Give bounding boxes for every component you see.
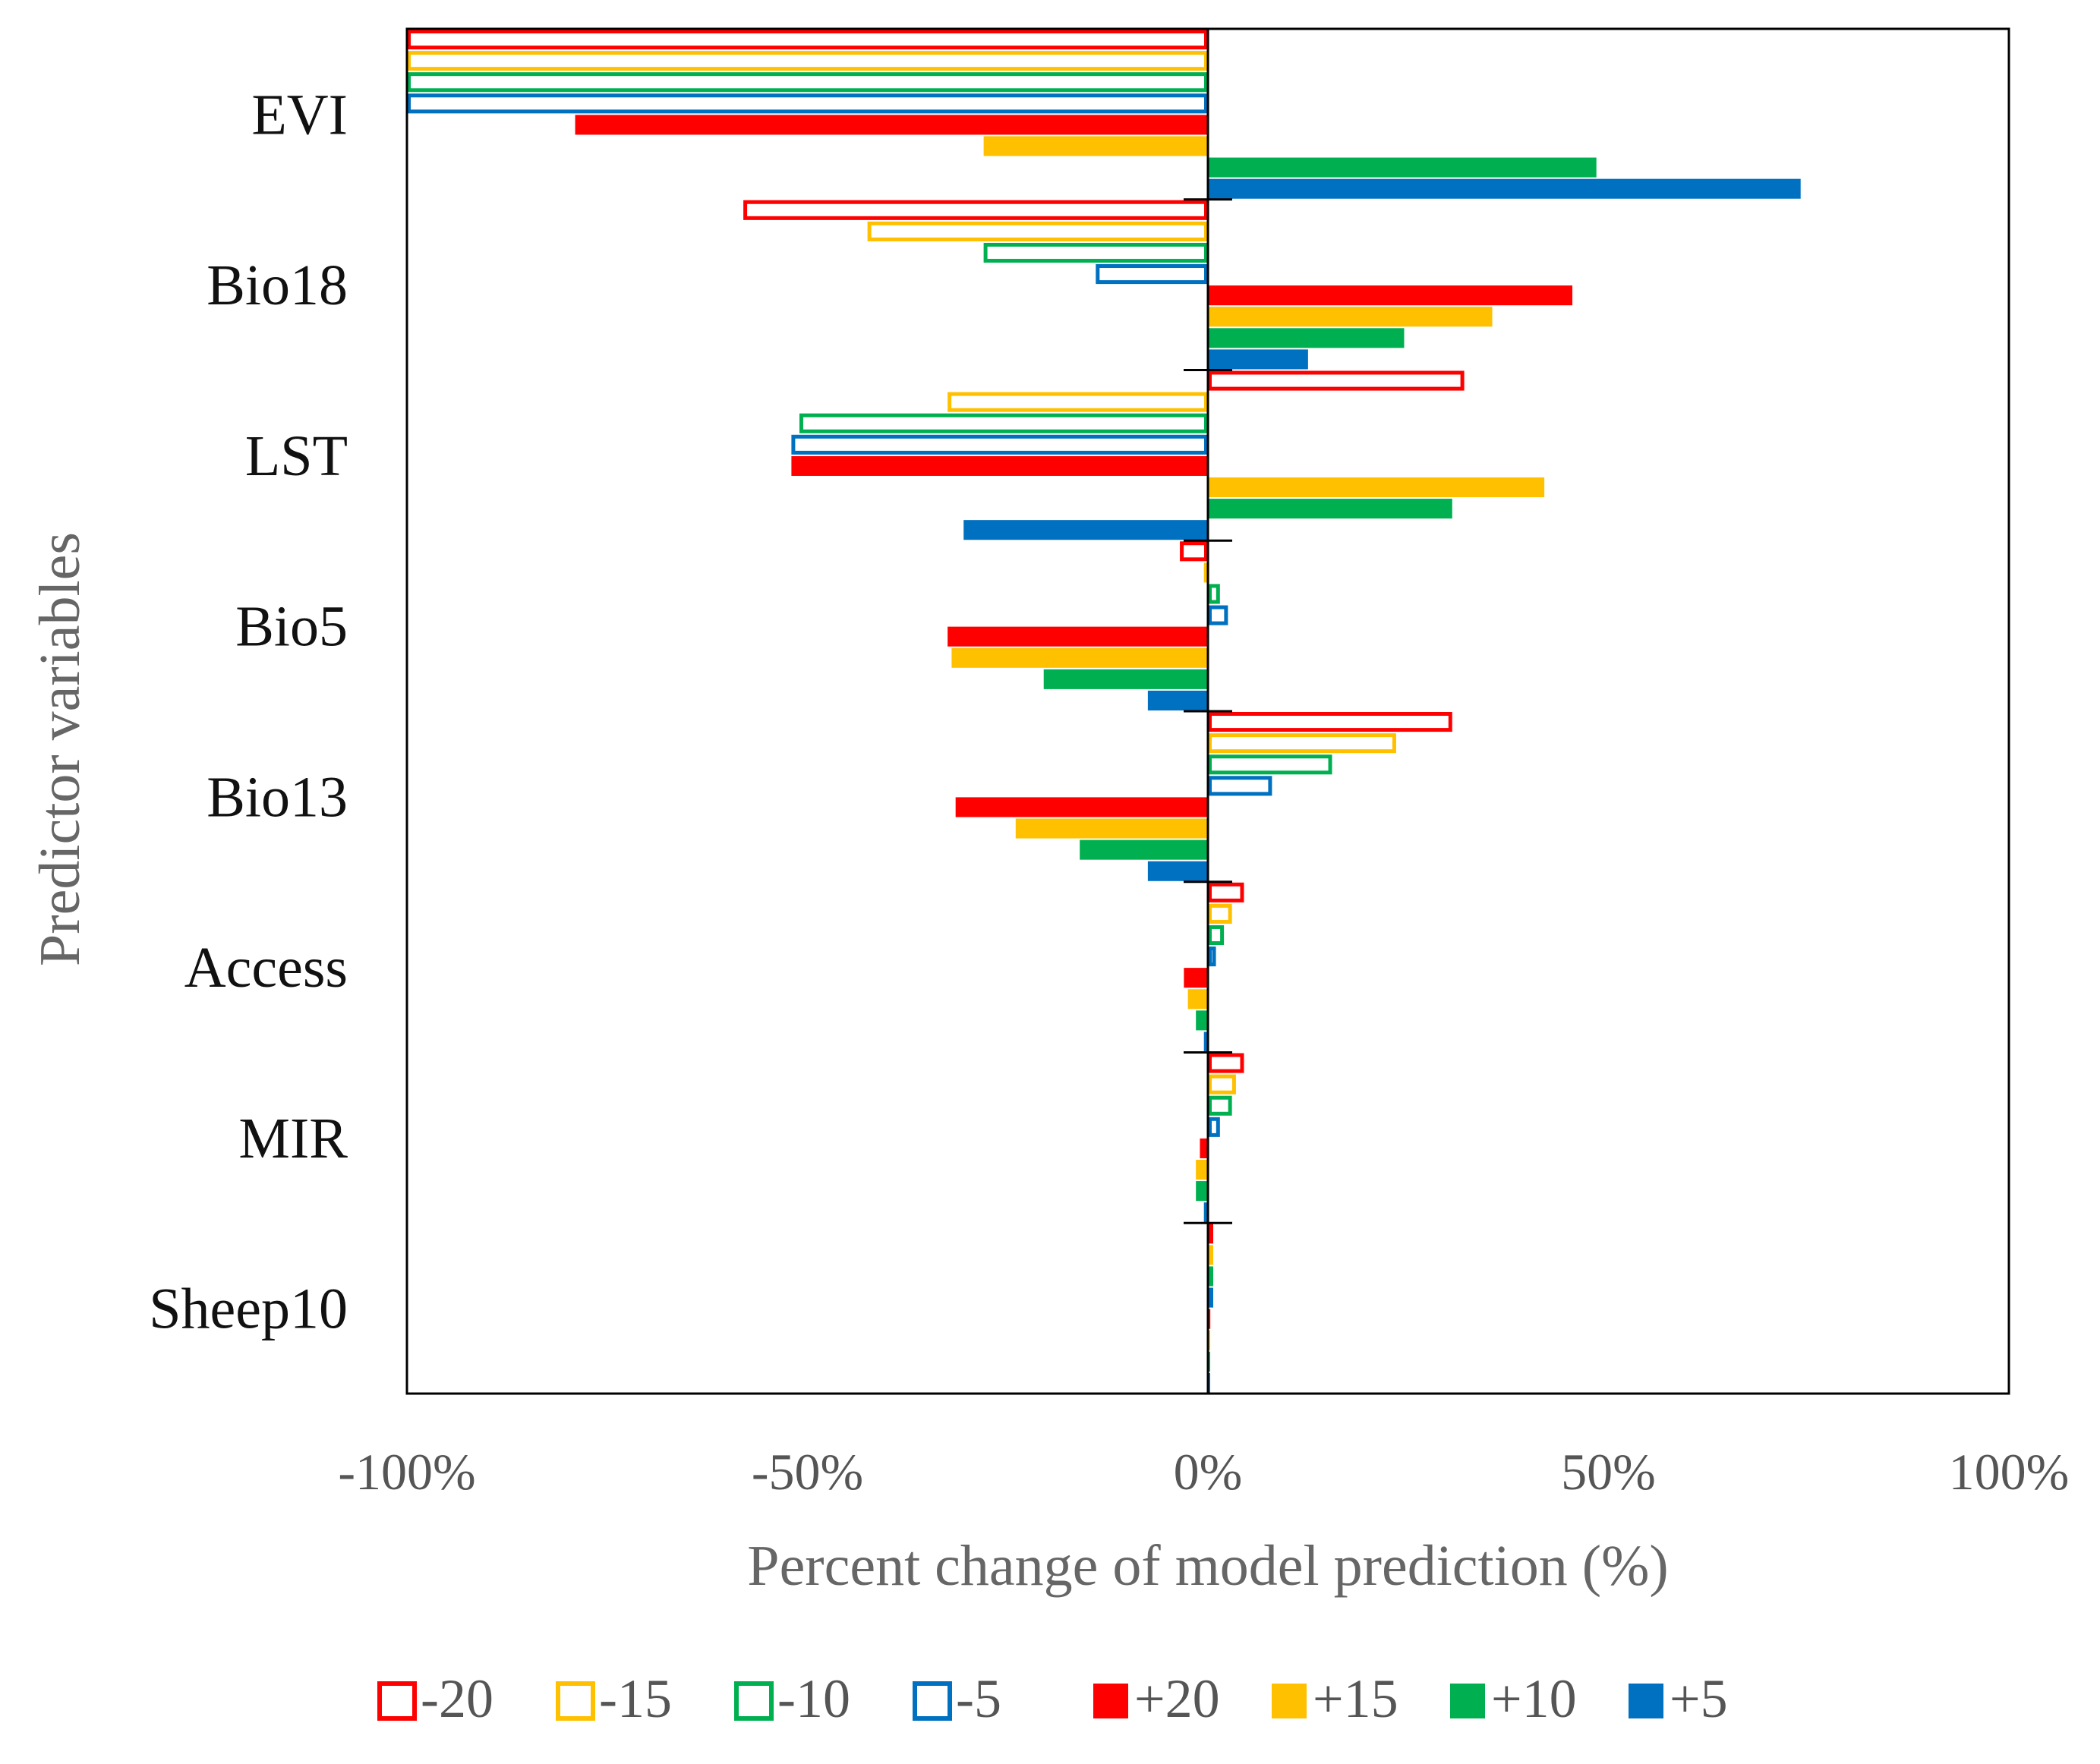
bar-mir-minus5 [1208, 1117, 1220, 1137]
bar-evi-plus10 [1208, 157, 1597, 178]
legend-swatch-minus15 [556, 1681, 595, 1721]
category-label-bio13: Bio13 [207, 765, 348, 829]
bar-bio18-minus20 [743, 200, 1208, 220]
category-label-mir: MIR [238, 1107, 348, 1170]
x-axis-title: Percent change of model prediction (%) [747, 1534, 1668, 1598]
bar-lst-plus20 [791, 455, 1208, 476]
bar-lst-minus5 [791, 434, 1208, 455]
bar-evi-minus15 [407, 51, 1208, 71]
bar-sheep10-plus20 [1208, 1309, 1211, 1329]
bar-evi-minus5 [407, 93, 1208, 114]
bar-bio18-minus5 [1096, 264, 1209, 285]
bar-bio13-plus15 [1015, 818, 1208, 839]
bar-bio5-plus10 [1043, 669, 1208, 689]
bar-evi-plus15 [983, 136, 1208, 156]
bar-bio13-plus5 [1147, 861, 1208, 881]
bar-evi-minus20 [407, 30, 1208, 50]
bar-bio18-plus5 [1208, 349, 1308, 370]
axes: EVI Bio18 LST Bio5 Bio13 Access MIR Sheep10 -100… [149, 27, 2070, 1501]
bar-bio13-plus20 [955, 797, 1208, 817]
bar-mir-plus20 [1200, 1138, 1208, 1158]
legend-swatch-plus5 [1629, 1684, 1663, 1718]
bar-lst-plus15 [1208, 477, 1545, 498]
bar-bio13-plus10 [1080, 839, 1208, 860]
bar-mir-minus15 [1208, 1074, 1236, 1095]
legend-swatch-plus15 [1272, 1684, 1307, 1718]
legend-swatch-minus10 [734, 1681, 774, 1721]
bar-bio5-plus20 [948, 626, 1208, 647]
bar-bio18-minus15 [867, 221, 1208, 241]
legend-label-plus15: +15 [1313, 1668, 1398, 1729]
bar-lst-plus5 [963, 520, 1208, 540]
bar-bio5-plus15 [951, 647, 1208, 668]
bar-bio13-minus5 [1208, 776, 1272, 796]
legend-swatch-minus20 [377, 1681, 417, 1721]
bar-lst-plus10 [1208, 499, 1452, 519]
x-tick-label: -100% [338, 1443, 475, 1501]
bar-mir-minus10 [1208, 1095, 1232, 1116]
legend: -20 -15 -10 -5 +20 +15 +10 +5 [377, 1668, 1728, 1729]
bar-bio5-minus20 [1180, 541, 1208, 562]
bar-mir-plus5 [1203, 1202, 1208, 1223]
bar-access-plus10 [1196, 1010, 1208, 1031]
bar-sheep10-minus20 [1208, 1224, 1213, 1244]
bar-mir-plus15 [1196, 1159, 1208, 1180]
x-tick-label: 50% [1561, 1443, 1656, 1501]
category-label-lst: LST [245, 424, 348, 488]
x-tick-label: 100% [1949, 1443, 2070, 1501]
bar-access-plus20 [1184, 968, 1208, 988]
legend-swatch-minus5 [913, 1681, 952, 1721]
category-label-bio5: Bio5 [235, 595, 348, 659]
bar-sheep10-minus15 [1208, 1245, 1213, 1265]
bar-evi-minus10 [407, 72, 1208, 93]
bar-evi-plus5 [1208, 178, 1801, 199]
bar-lst-minus20 [1208, 370, 1465, 391]
bar-bio13-minus20 [1208, 712, 1452, 732]
bar-sheep10-minus5 [1208, 1287, 1213, 1308]
bar-access-minus5 [1208, 947, 1216, 967]
bar-access-minus15 [1208, 903, 1232, 924]
category-label-access: Access [184, 936, 348, 1000]
legend-label-minus5: -5 [956, 1668, 1001, 1729]
bar-evi-plus20 [575, 115, 1208, 135]
bar-lst-minus10 [799, 413, 1208, 433]
bar-bio13-minus15 [1208, 733, 1396, 754]
y-axis-title: Predictor variables [28, 532, 92, 966]
legend-label-minus10: -10 [777, 1668, 850, 1729]
plot-area [407, 30, 1801, 1393]
bar-sheep10-minus10 [1208, 1266, 1213, 1287]
bar-bio18-minus10 [983, 242, 1208, 263]
bar-bio5-minus10 [1208, 584, 1220, 604]
bar-mir-minus20 [1208, 1053, 1244, 1073]
legend-label-minus20: -20 [421, 1668, 493, 1729]
x-tick-label: -50% [752, 1443, 863, 1501]
legend-swatch-plus10 [1450, 1684, 1485, 1718]
legend-label-plus5: +5 [1670, 1668, 1728, 1729]
category-label-bio18: Bio18 [207, 254, 348, 317]
legend-label-plus10: +10 [1491, 1668, 1577, 1729]
bar-mir-plus10 [1196, 1181, 1208, 1202]
bar-access-plus5 [1203, 1032, 1208, 1052]
bar-bio5-minus5 [1208, 605, 1228, 625]
bar-access-plus15 [1187, 989, 1208, 1010]
legend-label-minus15: -15 [599, 1668, 672, 1729]
bar-access-minus20 [1208, 882, 1244, 902]
legend-label-plus20: +20 [1134, 1668, 1220, 1729]
category-label-sheep10: Sheep10 [149, 1277, 348, 1341]
bar-bio18-plus15 [1208, 307, 1493, 327]
bar-bio18-plus10 [1208, 328, 1405, 348]
bar-access-minus10 [1208, 925, 1225, 946]
bar-bio18-plus20 [1208, 285, 1573, 306]
bar-lst-minus15 [948, 392, 1208, 412]
x-tick-label: 0% [1174, 1443, 1243, 1501]
bar-bio13-minus10 [1208, 754, 1332, 775]
bar-bio5-plus5 [1147, 690, 1208, 710]
legend-swatch-plus20 [1093, 1684, 1128, 1718]
category-label-evi: EVI [251, 83, 348, 146]
